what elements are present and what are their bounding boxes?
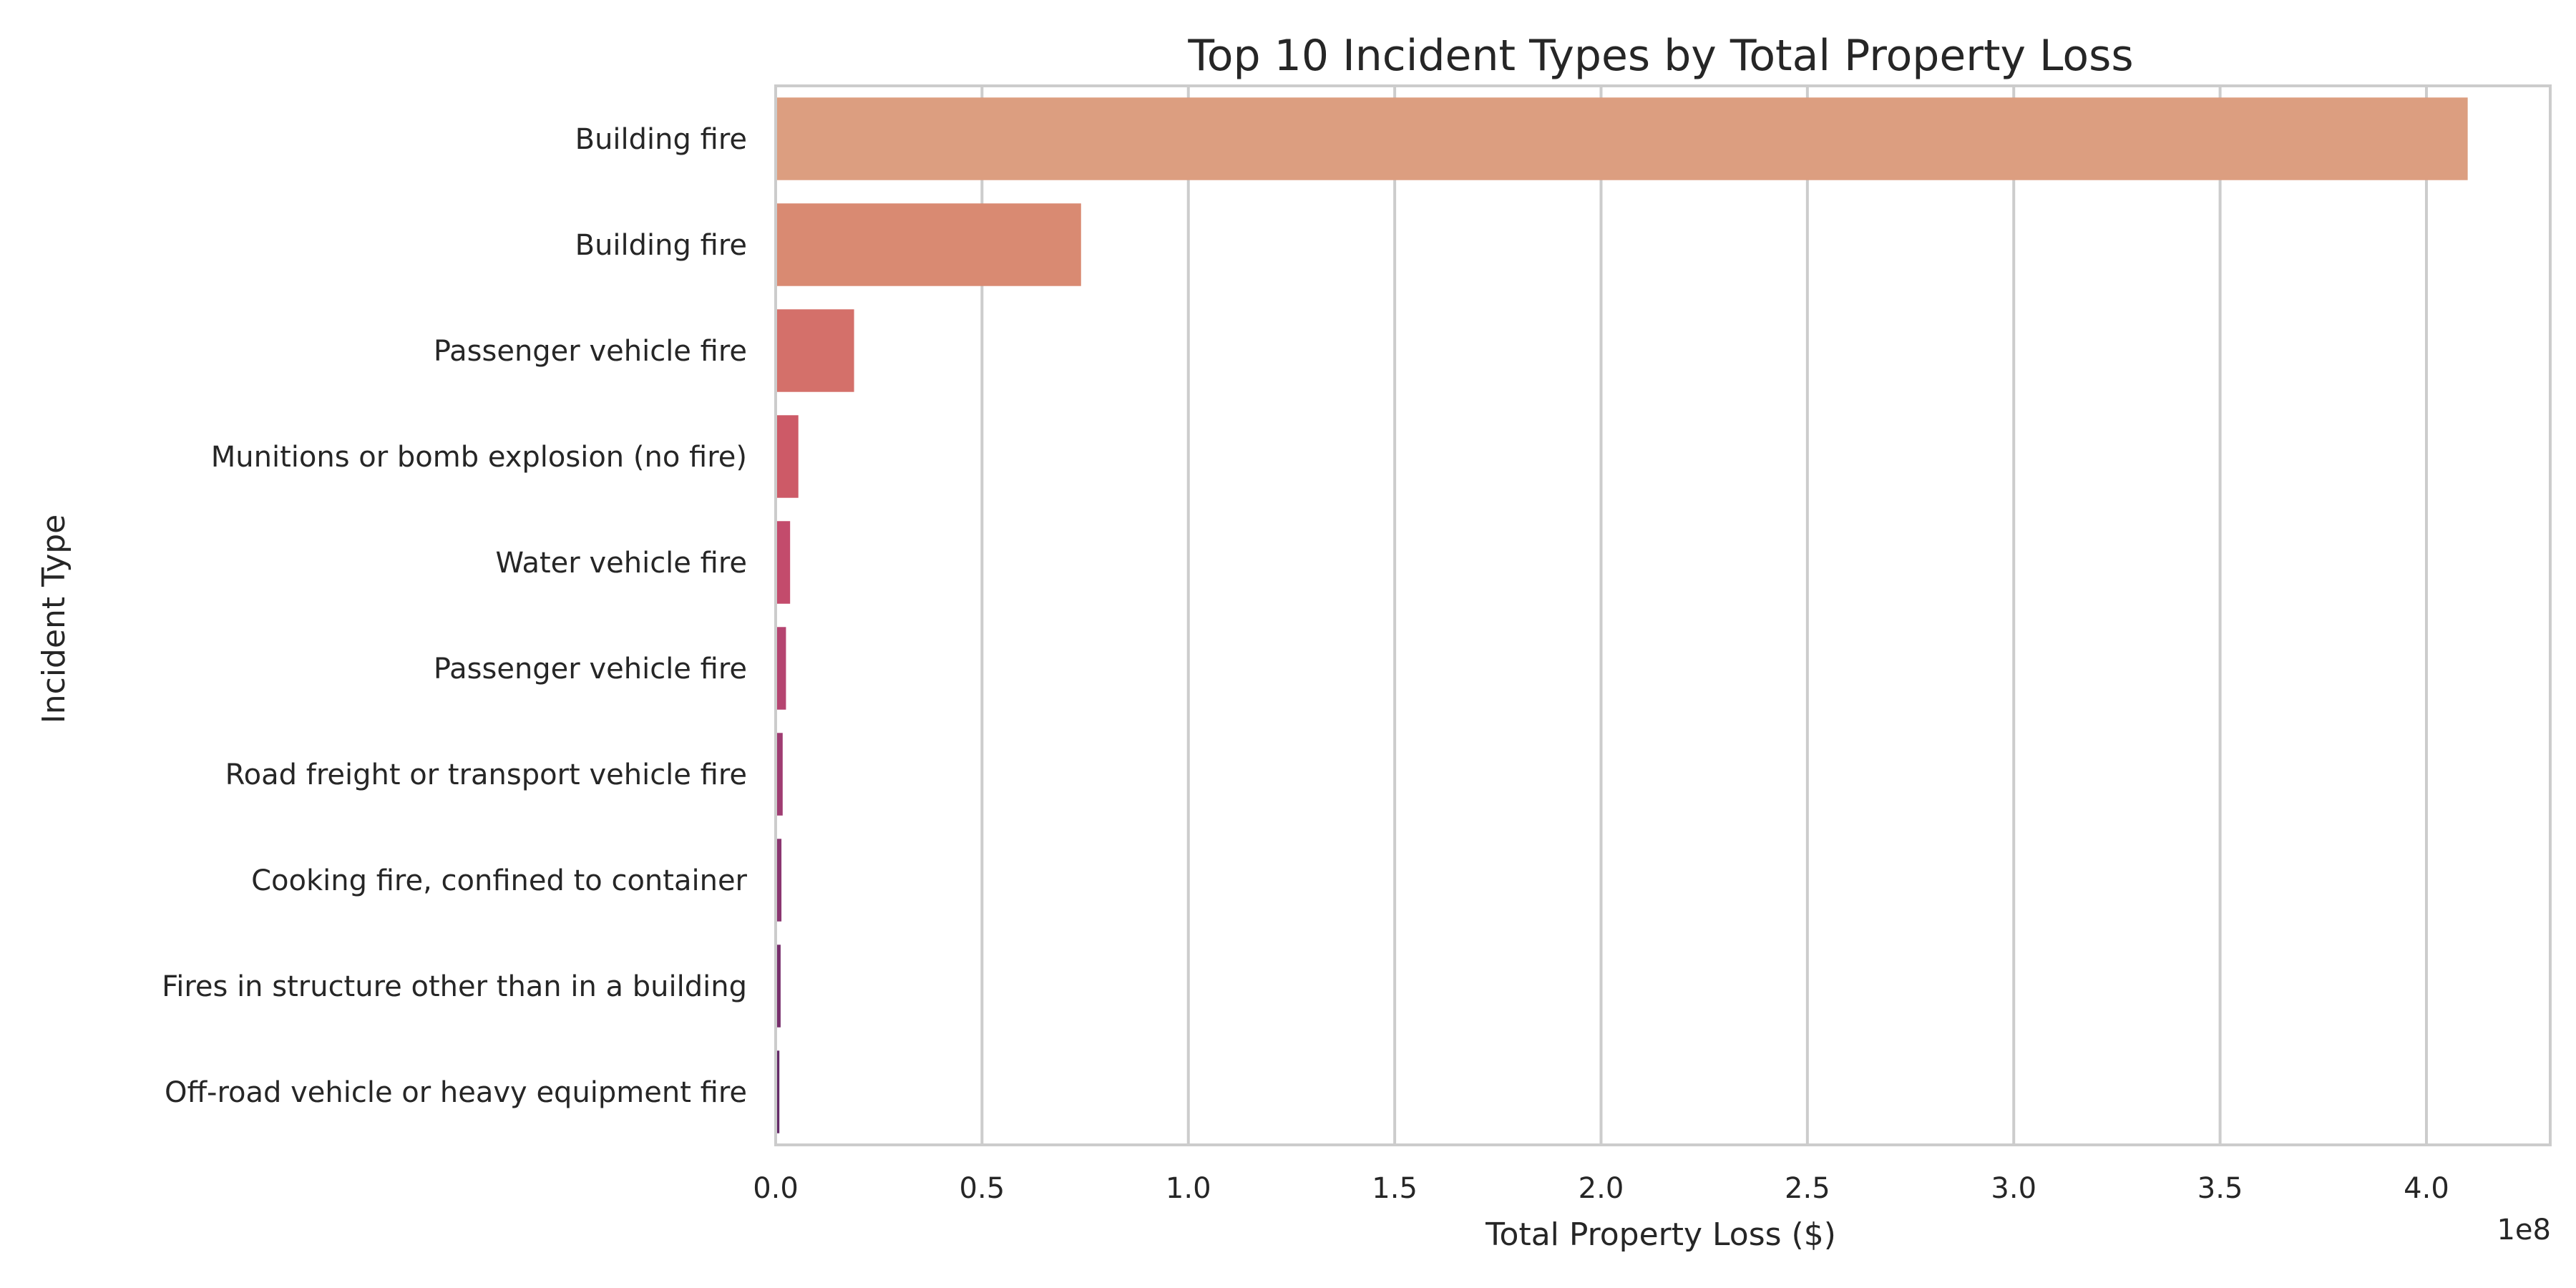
y-category-label: Building fire bbox=[575, 123, 747, 156]
x-tick-label: 0.5 bbox=[960, 1172, 1005, 1205]
y-category-label: Off-road vehicle or heavy equipment fire bbox=[165, 1076, 747, 1109]
x-tick-label: 1.5 bbox=[1372, 1172, 1418, 1205]
y-category-label: Road freight or transport vehicle fire bbox=[225, 758, 747, 791]
plot-frame bbox=[774, 84, 2552, 1146]
bar bbox=[776, 627, 786, 710]
y-category-label: Fires in structure other than in a build… bbox=[162, 970, 747, 1003]
y-category-label: Passenger vehicle fire bbox=[434, 653, 747, 686]
x-tick-label: 3.0 bbox=[1991, 1172, 2036, 1205]
bar bbox=[776, 521, 791, 604]
x-axis-label: Total Property Loss ($) bbox=[1485, 1216, 1836, 1253]
bar bbox=[776, 97, 2468, 180]
x-tick-label: 1.0 bbox=[1166, 1172, 1211, 1205]
y-category-label: Water vehicle fire bbox=[495, 547, 747, 580]
y-category-label: Building fire bbox=[575, 229, 747, 262]
x-tick-label: 2.0 bbox=[1579, 1172, 1624, 1205]
y-axis-label: Incident Type bbox=[36, 514, 72, 723]
bar bbox=[776, 203, 1081, 286]
bar bbox=[776, 839, 782, 922]
chart-title: Top 10 Incident Types by Total Property … bbox=[1187, 31, 2133, 81]
x-tick-label: 0.0 bbox=[753, 1172, 799, 1205]
x-axis-offset-label: 1e8 bbox=[2497, 1214, 2551, 1246]
bars bbox=[776, 97, 2468, 1133]
y-category-label: Cooking fire, confined to container bbox=[251, 864, 747, 897]
bar bbox=[776, 945, 781, 1028]
bar bbox=[776, 733, 783, 816]
bar bbox=[776, 309, 854, 392]
y-category-label: Munitions or bomb explosion (no fire) bbox=[211, 441, 747, 474]
y-category-labels: Building fire Building fire Passenger vehi… bbox=[162, 123, 747, 1109]
x-tick-label: 4.0 bbox=[2404, 1172, 2449, 1205]
bar bbox=[776, 415, 799, 498]
x-tick-labels: 0.0 0.5 1.0 1.5 2.0 2.5 3.0 3.5 4.0 bbox=[753, 1172, 2449, 1205]
x-tick-label: 3.5 bbox=[2197, 1172, 2243, 1205]
x-tick-label: 2.5 bbox=[1785, 1172, 1830, 1205]
bar bbox=[776, 1050, 780, 1133]
y-category-label: Passenger vehicle fire bbox=[434, 335, 747, 368]
